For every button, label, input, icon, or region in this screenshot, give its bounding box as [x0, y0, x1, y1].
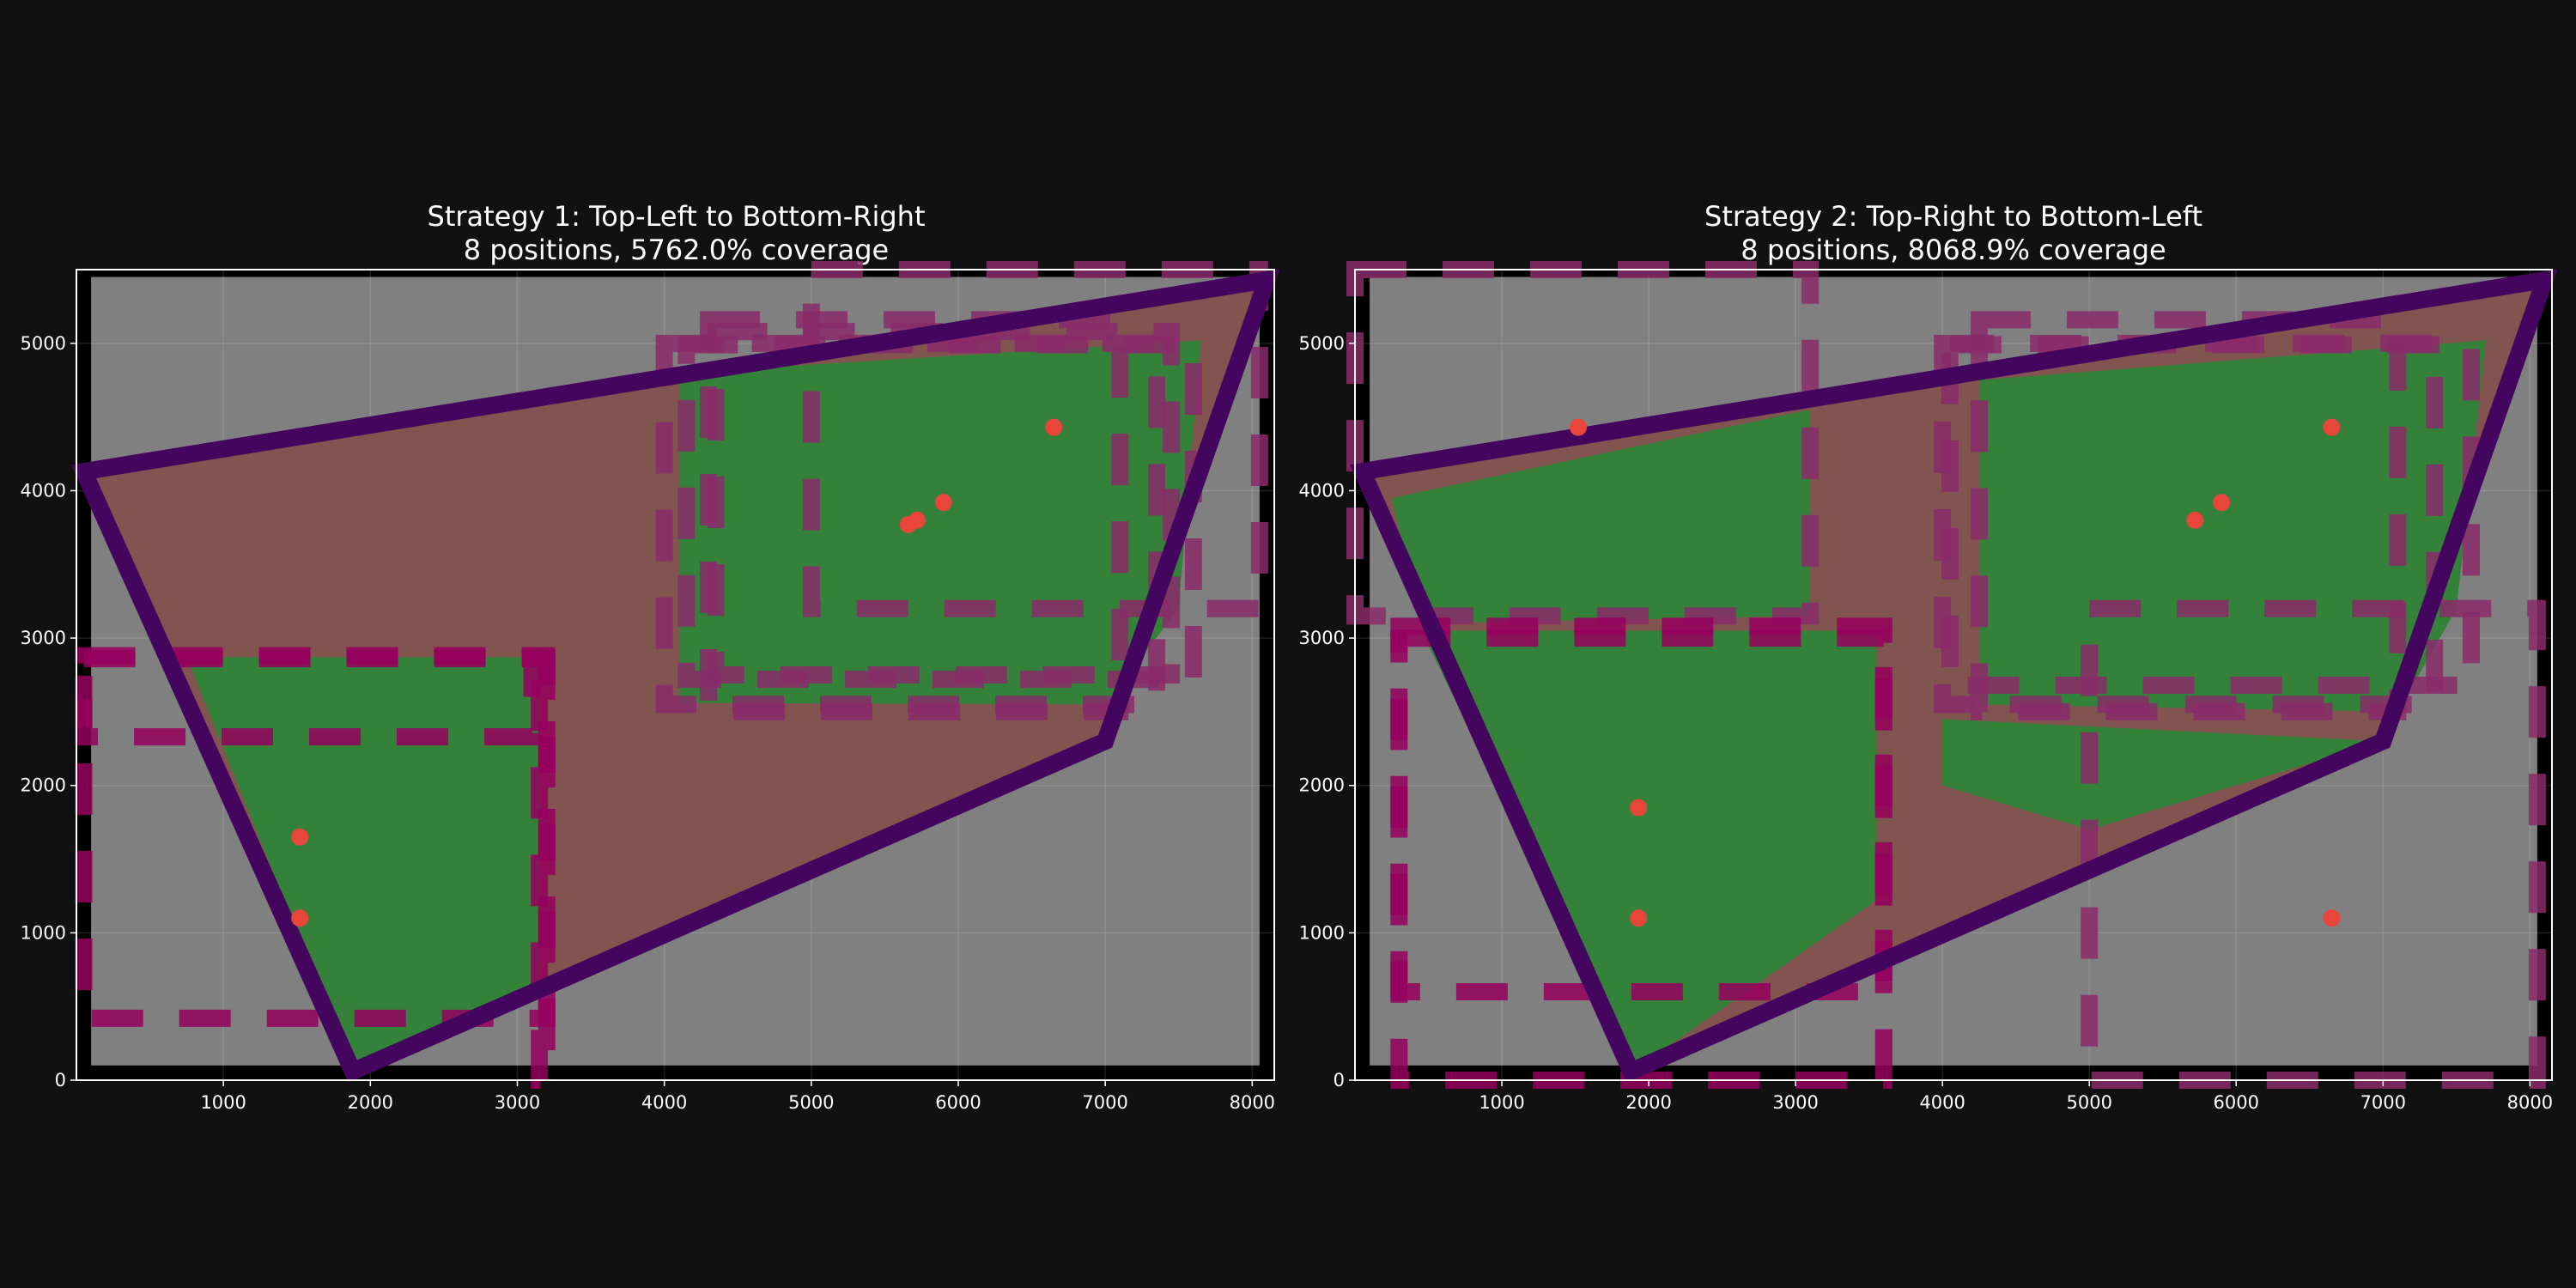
chart-1-svg: 1000 2000 3000 4000 5000 6000 7000 8000 0 1000 200…: [21, 261, 1280, 1113]
covered-region: [1420, 630, 1877, 1069]
y-tick-label: 2000: [1299, 775, 1345, 796]
position-rect: [677, 336, 1202, 689]
point-marker: [2323, 418, 2341, 436]
point-marker: [1630, 799, 1648, 817]
x-tick-label: 8000: [1230, 1092, 1275, 1113]
point-marker: [934, 494, 952, 512]
x-tick-label: 7000: [2360, 1092, 2406, 1113]
polygon-outline: [1350, 269, 2558, 1083]
point-marker: [291, 909, 309, 927]
point-marker: [1569, 418, 1587, 436]
y-tick-label: 3000: [21, 628, 66, 648]
covered-region: [186, 657, 540, 1072]
x-tick-label: 5000: [788, 1092, 834, 1113]
y-tick-label: 4000: [21, 480, 66, 501]
chart-subtitle: 8 positions, 5762.0% coverage: [463, 234, 890, 266]
point-marker: [291, 828, 309, 846]
position-rect: [1934, 334, 2444, 714]
y-tick-label: 3000: [1299, 628, 1345, 648]
x-tick-label: 2000: [348, 1092, 393, 1113]
chart-title: Strategy 2: Top-Right to Bottom-Left: [1704, 200, 2202, 233]
x-tick-label: 4000: [641, 1092, 687, 1113]
chart-subtitle: 8 positions, 8068.9% coverage: [1741, 234, 2166, 266]
y-tick-label: 5000: [1299, 333, 1345, 354]
y-tick-label: 1000: [21, 922, 66, 943]
covered-region: [1391, 410, 1811, 623]
point-marker: [2323, 909, 2341, 927]
x-tick-label: 5000: [2066, 1092, 2111, 1113]
point-marker: [899, 515, 917, 533]
x-tick-label: 6000: [2214, 1092, 2259, 1113]
y-tick-label: 1000: [1299, 922, 1345, 943]
x-tick-label: 8000: [2507, 1092, 2553, 1113]
covered-region: [1978, 340, 2487, 712]
chart-panel-1: Strategy 1: Top-Left to Bottom-Right 8 p…: [21, 200, 1280, 1113]
y-tick-label: 5000: [21, 333, 66, 354]
y-tick-label: 0: [55, 1070, 66, 1091]
x-tick-label: 7000: [1082, 1092, 1127, 1113]
axes-frame: [1354, 269, 2553, 1081]
x-tick-label: 1000: [1479, 1092, 1524, 1113]
covered-region: [1942, 719, 2384, 830]
polygon-outline: [71, 269, 1280, 1083]
x-tick-label: 2000: [1625, 1092, 1671, 1113]
position-rect: [1970, 311, 2407, 720]
point-marker: [1630, 909, 1648, 927]
y-tick-label: 2000: [21, 775, 66, 796]
x-tick-label: 4000: [1919, 1092, 1965, 1113]
x-tick-label: 1000: [200, 1092, 246, 1113]
axes-frame: [76, 269, 1275, 1081]
x-tick-label: 3000: [1772, 1092, 1818, 1113]
position-rect: [707, 323, 1181, 683]
y-tick-label: 4000: [1299, 480, 1345, 501]
point-marker: [2213, 494, 2231, 512]
y-tick-label: 0: [1334, 1070, 1345, 1091]
x-tick-label: 6000: [935, 1092, 981, 1113]
x-tick-label: 3000: [495, 1092, 540, 1113]
point-marker: [2186, 511, 2204, 529]
chart-title: Strategy 1: Top-Left to Bottom-Right: [427, 200, 926, 233]
point-marker: [1045, 418, 1063, 436]
